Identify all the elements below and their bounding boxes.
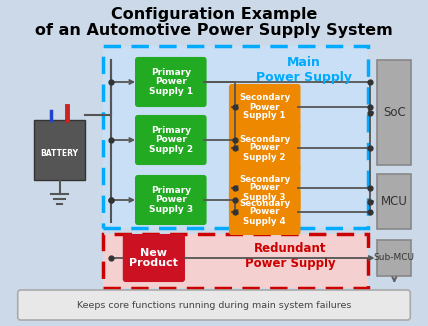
FancyBboxPatch shape bbox=[230, 190, 300, 234]
FancyBboxPatch shape bbox=[136, 176, 205, 224]
FancyBboxPatch shape bbox=[136, 116, 205, 164]
Text: Keeps core functions running during main system failures: Keeps core functions running during main… bbox=[77, 301, 351, 309]
Text: Sub-MCU: Sub-MCU bbox=[374, 254, 415, 262]
Text: of an Automotive Power Supply System: of an Automotive Power Supply System bbox=[35, 22, 393, 37]
Text: Primary
Power
Supply 1: Primary Power Supply 1 bbox=[149, 68, 193, 96]
Text: Secondary
Power
Supply 1: Secondary Power Supply 1 bbox=[239, 94, 290, 121]
Text: Secondary
Power
Supply 2: Secondary Power Supply 2 bbox=[239, 135, 290, 161]
Text: Redundant
Power Supply: Redundant Power Supply bbox=[245, 242, 336, 270]
Bar bbox=[103, 234, 368, 288]
Text: Primary
Power
Supply 3: Primary Power Supply 3 bbox=[149, 186, 193, 214]
Bar bbox=[377, 60, 411, 165]
Text: BATTERY: BATTERY bbox=[41, 149, 78, 157]
Text: Configuration Example: Configuration Example bbox=[111, 7, 317, 22]
FancyBboxPatch shape bbox=[230, 126, 300, 170]
Text: New
Product: New Product bbox=[129, 248, 178, 268]
Bar bbox=[103, 46, 368, 228]
FancyBboxPatch shape bbox=[136, 58, 205, 106]
Bar bbox=[377, 240, 411, 276]
Text: SoC: SoC bbox=[383, 106, 406, 119]
Bar bbox=[34, 120, 85, 180]
FancyBboxPatch shape bbox=[18, 290, 410, 320]
Text: Secondary
Power
Supply 3: Secondary Power Supply 3 bbox=[239, 174, 290, 201]
Text: Secondary
Power
Supply 4: Secondary Power Supply 4 bbox=[239, 199, 290, 226]
Bar bbox=[103, 46, 368, 228]
FancyBboxPatch shape bbox=[230, 166, 300, 210]
FancyBboxPatch shape bbox=[124, 235, 184, 281]
Text: MCU: MCU bbox=[381, 195, 408, 208]
Text: Main
Power Supply: Main Power Supply bbox=[256, 56, 352, 84]
FancyBboxPatch shape bbox=[230, 85, 300, 129]
Bar bbox=[103, 234, 368, 288]
Bar bbox=[377, 174, 411, 229]
Text: Primary
Power
Supply 2: Primary Power Supply 2 bbox=[149, 126, 193, 154]
